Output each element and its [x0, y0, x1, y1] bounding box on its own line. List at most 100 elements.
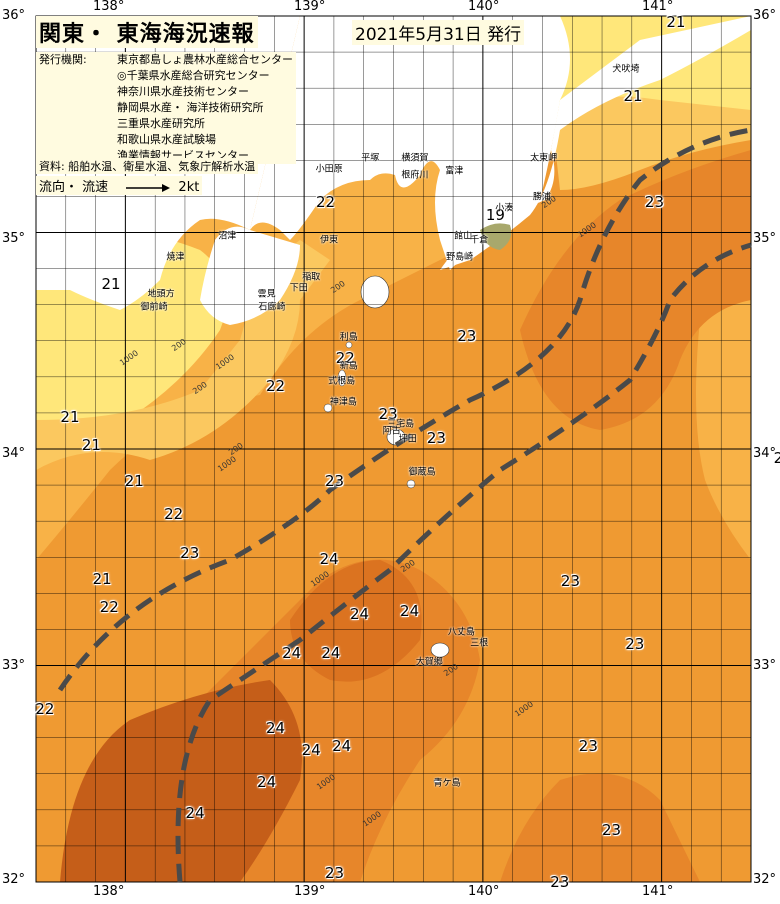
lat-left-34: 34°: [2, 446, 26, 461]
sea-zone-24c: [290, 560, 422, 682]
temperature-label: 19: [485, 206, 505, 225]
temperature-label: 24: [185, 803, 205, 822]
temperature-label: 21: [92, 569, 112, 588]
temperature-label: 22: [265, 377, 286, 396]
place-label: 御前崎: [140, 302, 168, 313]
lon-top-140: 140°: [468, 0, 500, 14]
lon-bottom-139: 139°: [294, 884, 326, 899]
temperature-label: 24: [257, 773, 277, 792]
agency-item: 三重県水産研究所: [117, 117, 205, 130]
land-niijima: [337, 369, 347, 387]
lon-bottom-141: 141°: [642, 884, 674, 899]
place-label: 神津島: [329, 397, 357, 408]
place-label: 石廊崎: [258, 302, 286, 313]
agency-item: 東京都島しょ農林水産総合センター: [117, 53, 293, 66]
lat-left-36: 36°: [2, 8, 26, 23]
agency-list: 発行機関: 東京都島しょ農林水産総合センター ◎千葉県水産総合研究センター 神奈川…: [36, 52, 296, 164]
land-mikurajima: [406, 479, 416, 489]
grid: [36, 16, 751, 882]
temperature-label: 23: [324, 864, 345, 883]
sea-zone-23b: [500, 773, 700, 882]
temperature-label: 23: [426, 429, 446, 448]
map-border: [35, 15, 752, 883]
lat-right-32: 32°: [753, 872, 777, 887]
temperature-label: 21: [101, 275, 121, 294]
place-label: 御蔵島: [408, 467, 436, 478]
lat-left-32: 32°: [2, 872, 26, 887]
temperature-label: 23: [324, 472, 345, 491]
current-axis-south: [175, 242, 752, 883]
place-label: 横須賀: [401, 153, 429, 164]
lat-right-34: 34°: [753, 446, 777, 461]
lon-top-139: 139°: [294, 0, 326, 14]
place-label: 雲見: [257, 289, 276, 300]
place-label: 犬吠埼: [612, 64, 640, 75]
agency-item: 和歌山県水産試験場: [117, 133, 216, 146]
place-label: 伊東: [320, 235, 339, 246]
temperature-label: 23: [578, 736, 598, 755]
place-label: 小湊: [495, 203, 514, 214]
lat-right-33: 33°: [753, 658, 777, 673]
place-label: 新島: [339, 361, 358, 372]
temperature-label: 21: [623, 87, 643, 106]
lat-left-33: 33°: [2, 658, 26, 673]
place-label: 三宅島: [387, 419, 415, 430]
place-label: 館山: [454, 231, 473, 242]
land-hachijojima: [430, 642, 450, 658]
current-axis-north: [57, 127, 752, 692]
temperature-label: 24: [282, 643, 302, 662]
agency-label: 発行機関:: [39, 53, 87, 66]
temperature-label: 23: [180, 543, 200, 562]
sea-zone-east: [520, 150, 751, 430]
temperature-label: 24: [349, 604, 370, 623]
place-label: 利島: [339, 332, 358, 343]
temperature-label: 23: [378, 405, 398, 424]
place-label: 沼津: [218, 231, 237, 242]
temperature-label: 24: [319, 550, 339, 569]
place-label: 青ケ島: [433, 778, 461, 789]
temperature-label: 23: [560, 572, 580, 591]
flow-legend: 流向・ 流速 2kt: [36, 176, 203, 195]
temperature-label: 21: [666, 13, 686, 32]
place-label: 八丈島: [447, 627, 475, 638]
agency-item: 神奈川県水産技術センター: [117, 85, 249, 98]
temperature-label: 21: [124, 472, 144, 491]
lon-bottom-138: 138°: [93, 884, 125, 899]
temperature-label: 22: [164, 504, 184, 523]
place-label: 坪田: [398, 434, 417, 445]
temperature-label: 24: [332, 736, 352, 755]
temperature-label: 23: [550, 873, 570, 891]
temperature-label: 22: [35, 699, 55, 718]
land-izu: [200, 226, 300, 325]
temperature-label: 24: [321, 643, 341, 662]
land-oshima: [360, 275, 390, 309]
lat-right-35: 35°: [753, 231, 777, 246]
place-label: 地頭方: [147, 289, 175, 300]
lon-bottom-140: 140°: [468, 884, 500, 899]
place-label: 焼津: [166, 252, 185, 263]
land-boso: [440, 16, 751, 270]
map-title: 関東・ 東海海況速報: [36, 16, 258, 48]
lat-left-35: 35°: [2, 231, 26, 246]
temperature-label: 21: [60, 407, 80, 426]
issue-date: 2021年5月31日 発行: [352, 20, 525, 45]
land-toshima: [345, 341, 353, 349]
place-label: 大賀郷: [415, 657, 443, 668]
flow-arrow-icon: [126, 183, 171, 192]
place-label: 式根島: [328, 376, 356, 387]
flow-legend-speed: 2kt: [178, 180, 200, 195]
data-source: 資料: 船舶水温、衛星水温、気象庁解析水温: [36, 158, 259, 174]
place-label: 三根: [470, 638, 489, 649]
place-label: 小田原: [315, 164, 343, 175]
temperature-label: 24: [400, 602, 420, 621]
land-kanto: [250, 16, 570, 270]
temperature-label: 23: [457, 327, 477, 346]
sea-zone-19: [480, 223, 512, 250]
sea-zone-east-22: [696, 300, 751, 560]
place-label: 根府川: [401, 170, 429, 181]
lat-right-36: 36°: [753, 8, 777, 23]
temperature-label: 24: [301, 740, 321, 759]
place-label: 太東岬: [530, 153, 558, 164]
place-label: 阿古: [382, 426, 401, 436]
lon-top-141: 141°: [642, 0, 674, 14]
